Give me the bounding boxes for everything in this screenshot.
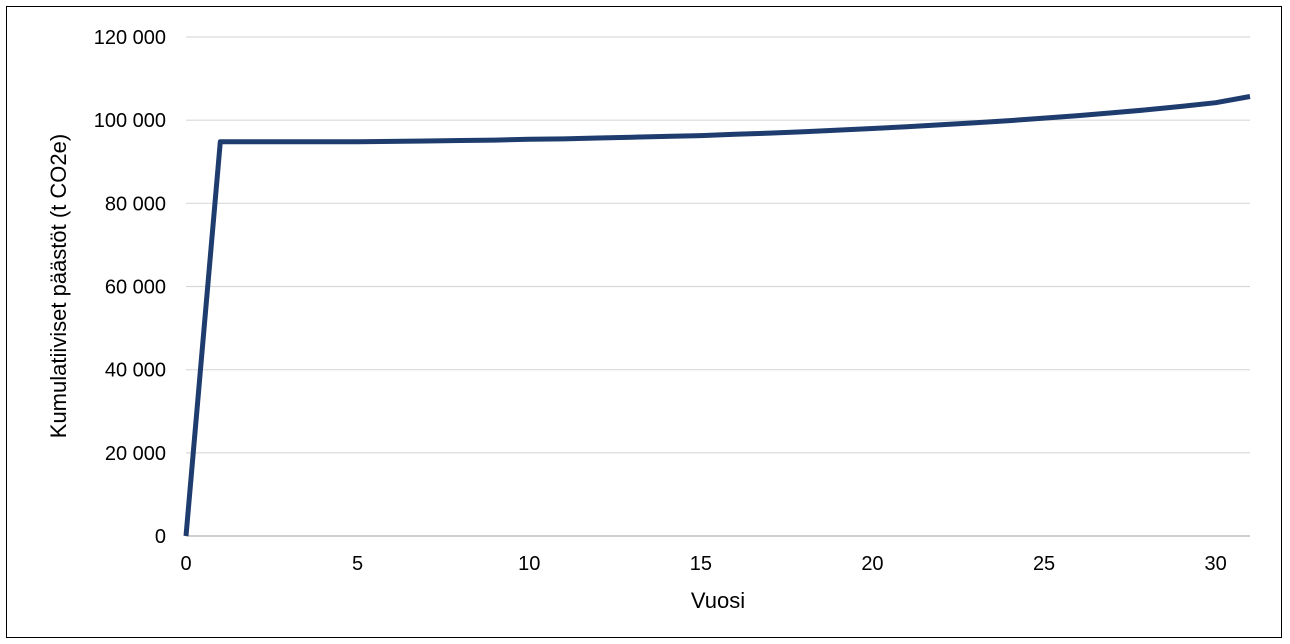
y-tick-label: 120 000 [94, 27, 166, 49]
series-layer [183, 94, 1251, 537]
gridlines [186, 36, 1250, 537]
chart-frame [6, 6, 1282, 638]
x-tick-label: 20 [861, 553, 883, 575]
y-tick-label: 40 000 [105, 360, 166, 382]
y-tick-label: 20 000 [105, 443, 166, 465]
y-axis-ticks: 0 20 000 40 000 60 000 80 000 100 000 120 000 [94, 27, 166, 548]
x-tick-label: 30 [1205, 553, 1227, 575]
y-tick-label: 0 [155, 526, 166, 548]
y-tick-label: 100 000 [94, 110, 166, 132]
series-line-1 [183, 94, 1251, 537]
x-tick-label: 25 [1033, 553, 1055, 575]
y-tick-label: 60 000 [105, 277, 166, 299]
x-tick-label: 10 [518, 553, 540, 575]
y-tick-label: 80 000 [105, 193, 166, 215]
x-tick-label: 5 [352, 553, 363, 575]
y-axis-title: Kumulatiiviset päästöt (t CO2e) [46, 134, 71, 438]
x-axis-ticks: 0 5 10 15 20 25 30 [180, 553, 1226, 575]
x-axis-title: Vuosi [691, 588, 745, 613]
x-tick-label: 0 [180, 553, 191, 575]
x-tick-label: 15 [690, 553, 712, 575]
